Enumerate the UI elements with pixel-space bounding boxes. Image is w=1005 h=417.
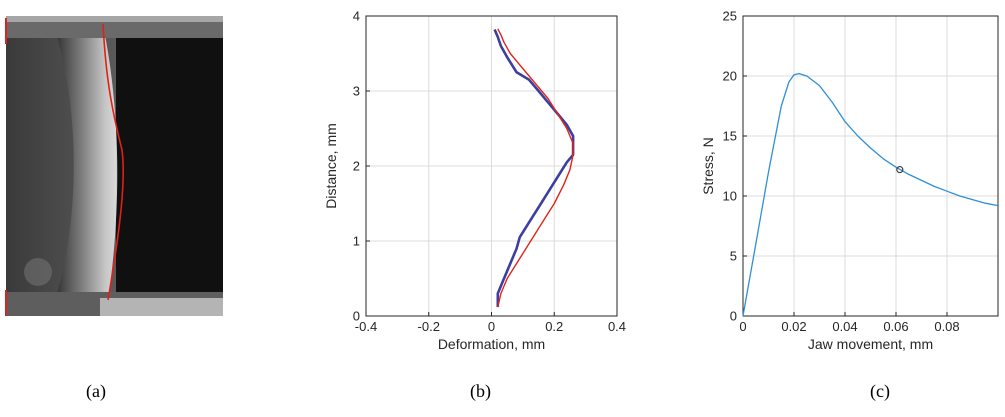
- c-xtick-label-0: 0: [739, 319, 746, 334]
- b-ylabel: Distance, mm: [323, 123, 339, 209]
- c-xtick-label-1: 0.02: [781, 319, 806, 334]
- c-xtick-label-3: 0.06: [883, 319, 908, 334]
- c-ylabel: Stress, N: [700, 137, 716, 195]
- upper-jaw-highlight: [6, 16, 223, 22]
- b-xlabel: Deformation, mm: [438, 336, 545, 352]
- c-ytick-label-3: 15: [723, 129, 737, 144]
- b-xtick-label-3: 0.2: [545, 319, 563, 334]
- b-xtick-label-1: -0.2: [418, 319, 440, 334]
- lower-jaw-highlight: [100, 298, 223, 316]
- specimen-glow: [55, 30, 118, 300]
- c-marker-point: [896, 166, 904, 174]
- c-xtick-label-4: 0.08: [934, 319, 959, 334]
- photo-blob: [24, 258, 52, 286]
- panel-label-a: (a): [86, 381, 106, 401]
- panel-label-c: (c): [870, 381, 890, 401]
- b-ytick-label-4: 4: [353, 9, 360, 24]
- edge-trace: [102, 23, 125, 301]
- stress-chart: 0 0.02 0.04 0.06 0.08 0 5 10 15 20 25 Jaw movement,…: [700, 9, 999, 352]
- c-ytick-label-0: 0: [730, 309, 737, 324]
- c-axes-box: [742, 15, 999, 317]
- c-xtick-label-2: 0.04: [832, 319, 857, 334]
- c-plot-area: [743, 16, 998, 316]
- specimen-photo: [5, 16, 223, 316]
- b-ytick-label-0: 0: [353, 309, 360, 324]
- b-ytick-label-1: 1: [353, 234, 360, 249]
- b-xtick-label-2: 0: [488, 319, 495, 334]
- b-ytick-label-2: 2: [353, 159, 360, 174]
- b-xtick-label-0: -0.4: [355, 319, 377, 334]
- b-xtick-label-4: 0.4: [608, 319, 626, 334]
- c-xlabel: Jaw movement, mm: [808, 336, 933, 352]
- c-stress-line: [742, 72, 999, 317]
- b-ytick-label-3: 3: [353, 84, 360, 99]
- deformation-chart: -0.4 -0.2 0 0.2 0.4 0 1 2 3 4 Deformation, mm Dista…: [323, 9, 626, 353]
- panel-label-b: (b): [470, 381, 491, 401]
- b-fit-line: [497, 28, 574, 308]
- c-ytick-label-4: 20: [723, 69, 737, 84]
- c-ytick-label-5: 25: [723, 9, 737, 24]
- c-ytick-label-1: 5: [730, 249, 737, 264]
- c-ytick-label-2: 10: [723, 189, 737, 204]
